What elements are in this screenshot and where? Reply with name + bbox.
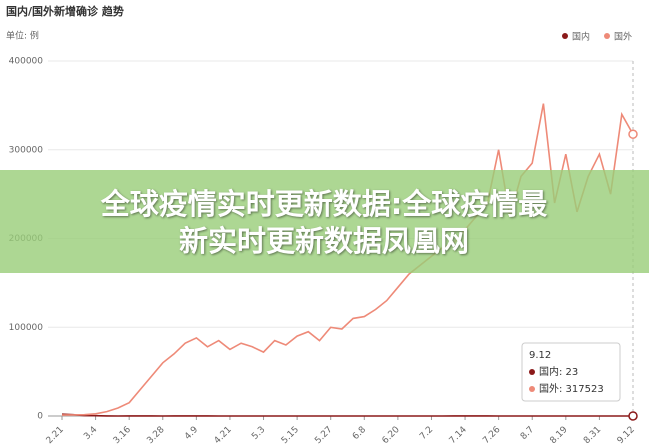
x-tick-label: 7.26 [481, 425, 502, 446]
x-tick-label: 5.3 [250, 425, 267, 442]
x-tick-label: 6.20 [381, 425, 402, 446]
tooltip-title: 9.12 [529, 350, 551, 361]
hover-point [628, 411, 638, 421]
legend-marker [562, 33, 568, 39]
x-tick-label: 3.16 [112, 425, 133, 446]
x-tick-label: 2.21 [45, 425, 66, 446]
y-tick-label: 100000 [9, 323, 44, 333]
x-tick-label: 5.15 [280, 425, 301, 446]
legend-label: 国内 [572, 31, 590, 43]
series-line [61, 413, 633, 417]
x-tick-label: 7.14 [448, 425, 469, 446]
unit-label: 单位: 例 [6, 30, 39, 42]
tooltip-item: 国外: 317523 [539, 383, 604, 395]
x-tick-label: 4.21 [213, 425, 234, 446]
x-tick-label: 3.28 [145, 425, 166, 446]
x-tick-label: 6.8 [351, 425, 368, 442]
banner-line: 全球疫情实时更新数据:全球疫情最 [100, 187, 548, 221]
y-tick-label: 300000 [9, 145, 44, 155]
y-tick-label: 400000 [9, 57, 44, 67]
tooltip-box [521, 342, 621, 402]
legend-label: 国外 [614, 31, 632, 43]
x-tick-label: 8.7 [519, 425, 536, 442]
tooltip-marker [529, 386, 535, 392]
x-tick-label: 8.31 [582, 425, 603, 446]
x-tick-label: 5.27 [313, 425, 334, 446]
banner-line: 新实时更新数据凤凰网 [179, 224, 469, 258]
x-tick-label: 4.9 [183, 425, 200, 442]
hover-point [628, 129, 638, 139]
series-line [61, 103, 634, 416]
x-tick-label: 9.12 [616, 425, 637, 446]
x-tick-label: 8.19 [548, 425, 569, 446]
banner-band [0, 170, 649, 273]
tooltip-item: 国内: 23 [539, 365, 578, 378]
legend-marker [604, 33, 610, 39]
x-tick-label: 3.4 [82, 425, 99, 442]
tooltip-marker [529, 369, 535, 375]
tooltip: 9.12 国内: 23 国外: 317523 [521, 342, 621, 402]
x-tick-label: 7.2 [418, 425, 435, 442]
chart-title: 国内/国外新增确诊 趋势 [6, 4, 124, 18]
y-tick-label: 0 [37, 412, 43, 422]
